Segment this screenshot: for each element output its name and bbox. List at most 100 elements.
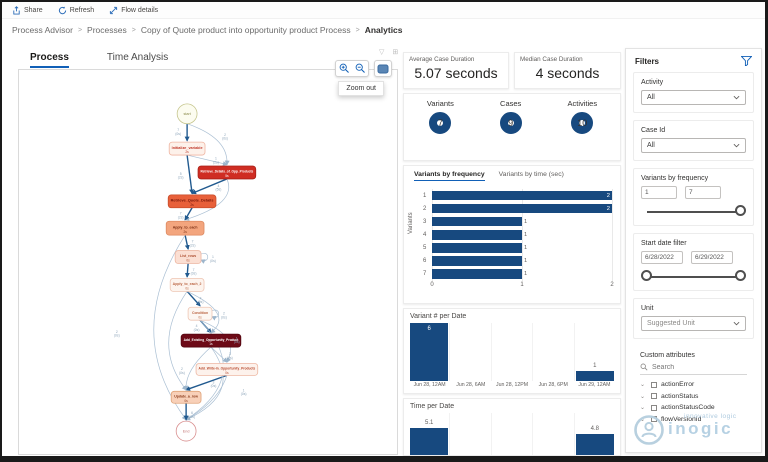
frequency-bar — [432, 230, 522, 240]
svg-text:0s: 0s — [184, 399, 188, 403]
start-date-from-input[interactable] — [641, 251, 683, 264]
chevron-down-icon[interactable]: ⌄ — [640, 382, 646, 389]
selected-value: All — [647, 94, 655, 101]
variants-max-input[interactable] — [685, 186, 721, 199]
edge-label: 1 (0s) — [241, 388, 247, 396]
process-edge — [186, 290, 201, 307]
frequency-bar — [432, 256, 522, 266]
slider-handle-right[interactable] — [735, 270, 746, 281]
slider-handle[interactable] — [735, 205, 746, 216]
y-tick-label: 5 — [423, 244, 427, 251]
activity-filter: Activity All — [633, 72, 754, 113]
edge-label: 3 (0s) — [211, 380, 217, 388]
flow-details-icon — [110, 6, 118, 14]
app-screen: Share Refresh Flow details Process Advisor… — [2, 2, 765, 456]
cases-ring: Cases 9 — [499, 99, 522, 160]
unit-filter: Unit Suggested Unit — [633, 298, 754, 339]
activity-select[interactable]: All — [641, 90, 746, 105]
share-button[interactable]: Share — [12, 5, 43, 15]
zoom-in-button[interactable] — [336, 61, 352, 76]
filter-funnel-icon[interactable] — [741, 56, 752, 66]
breadcrumb-item[interactable]: Copy of Quote product into opportunity p… — [140, 25, 351, 35]
breadcrumb-item[interactable]: Process Advisor — [12, 25, 73, 35]
svg-text:0s: 0s — [225, 371, 229, 375]
start-date-filter: Start date filter — [633, 233, 754, 291]
gridline — [522, 189, 523, 281]
slider-handle-left[interactable] — [641, 270, 652, 281]
svg-text:0s: 0s — [185, 286, 189, 290]
filter-label: Start date filter — [641, 240, 687, 247]
variants-chart-tabs: Variants by frequency Variants by time (… — [404, 166, 620, 181]
unit-select[interactable]: Suggested Unit — [641, 316, 746, 331]
filter-label: Custom attributes — [640, 352, 695, 359]
attribute-checkbox[interactable] — [651, 416, 657, 423]
edge-label: 1 (2s) — [213, 157, 219, 165]
top-toolbar: Share Refresh Flow details — [2, 2, 765, 19]
x-axis: Jun 28, 12AM Jun 28, 6AM Jun 28, 12PM Jun 2… — [409, 382, 615, 388]
process-map-panel[interactable]: start Initialize_variable 2s Retrieve_Detai… — [18, 60, 398, 455]
search-input[interactable] — [652, 363, 742, 371]
date-bar: 6 — [410, 323, 449, 381]
chevron-down-icon[interactable]: ⌄ — [640, 416, 646, 423]
zoom-toolbar — [335, 60, 392, 77]
edge-label: 4 (5s) — [216, 184, 222, 192]
fit-view-button[interactable] — [374, 60, 392, 77]
process-node-start[interactable]: start — [176, 103, 198, 125]
tab-variants-by-frequency[interactable]: Variants by frequency — [414, 171, 485, 181]
bar-value: 1 — [524, 258, 528, 265]
attribute-checkbox[interactable] — [651, 381, 657, 388]
frequency-bar — [432, 243, 522, 253]
breadcrumb-item[interactable]: Processes — [87, 25, 127, 35]
x-axis: 0 1 2 — [430, 282, 613, 291]
svg-text:Apply_to_each_2: Apply_to_each_2 — [173, 282, 202, 286]
date-column: 5.1 — [409, 413, 449, 455]
chevron-down-icon[interactable]: ⌄ — [640, 405, 646, 412]
start-date-slider[interactable] — [641, 270, 746, 283]
tab-process[interactable]: Process — [30, 52, 69, 68]
svg-text:start: start — [183, 112, 191, 116]
flow-details-button[interactable]: Flow details — [109, 6, 158, 15]
refresh-button[interactable]: Refresh — [58, 6, 94, 15]
frequency-bar — [432, 216, 522, 227]
start-date-to-input[interactable] — [691, 251, 733, 264]
y-tick-label: 1 — [423, 192, 427, 199]
process-node-a2e2[interactable]: Apply_to_each_20s — [169, 278, 205, 292]
process-node-end[interactable]: End — [175, 420, 197, 442]
variants-min-input[interactable] — [641, 186, 677, 199]
attribute-checkbox[interactable] — [651, 404, 657, 411]
breadcrumb-separator: > — [355, 26, 360, 34]
svg-text:2s: 2s — [183, 230, 187, 234]
kpi-value: 4 seconds — [535, 65, 600, 81]
summary-rings-card: Variants 7 Cases 9 Activities 10 — [403, 93, 621, 161]
variants-ring: Variants 7 — [427, 99, 454, 160]
svg-text:Add_Write-in_Opportunity_Produ: Add_Write-in_Opportunity_Products — [199, 367, 256, 371]
tab-variants-by-time[interactable]: Variants by time (sec) — [498, 171, 564, 178]
kpi-label: Median Case Duration — [520, 56, 583, 63]
attribute-checkbox[interactable] — [651, 393, 657, 400]
chevron-down-icon[interactable]: ⌄ — [640, 393, 646, 400]
bar-value: 1 — [524, 231, 528, 238]
attribute-label: actionError — [661, 381, 695, 389]
case-id-select[interactable]: All — [641, 138, 746, 153]
variants-slider[interactable] — [643, 205, 746, 218]
zoom-out-tooltip: Zoom out — [338, 81, 384, 96]
tab-time-analysis[interactable]: Time Analysis — [106, 52, 169, 63]
x-tick-label: Jun 28, 12PM — [496, 382, 529, 388]
gridline — [612, 189, 613, 281]
chevron-down-icon — [733, 143, 740, 148]
attribute-row: ⌄ actionError — [640, 379, 747, 391]
zoom-out-button[interactable] — [352, 61, 368, 76]
